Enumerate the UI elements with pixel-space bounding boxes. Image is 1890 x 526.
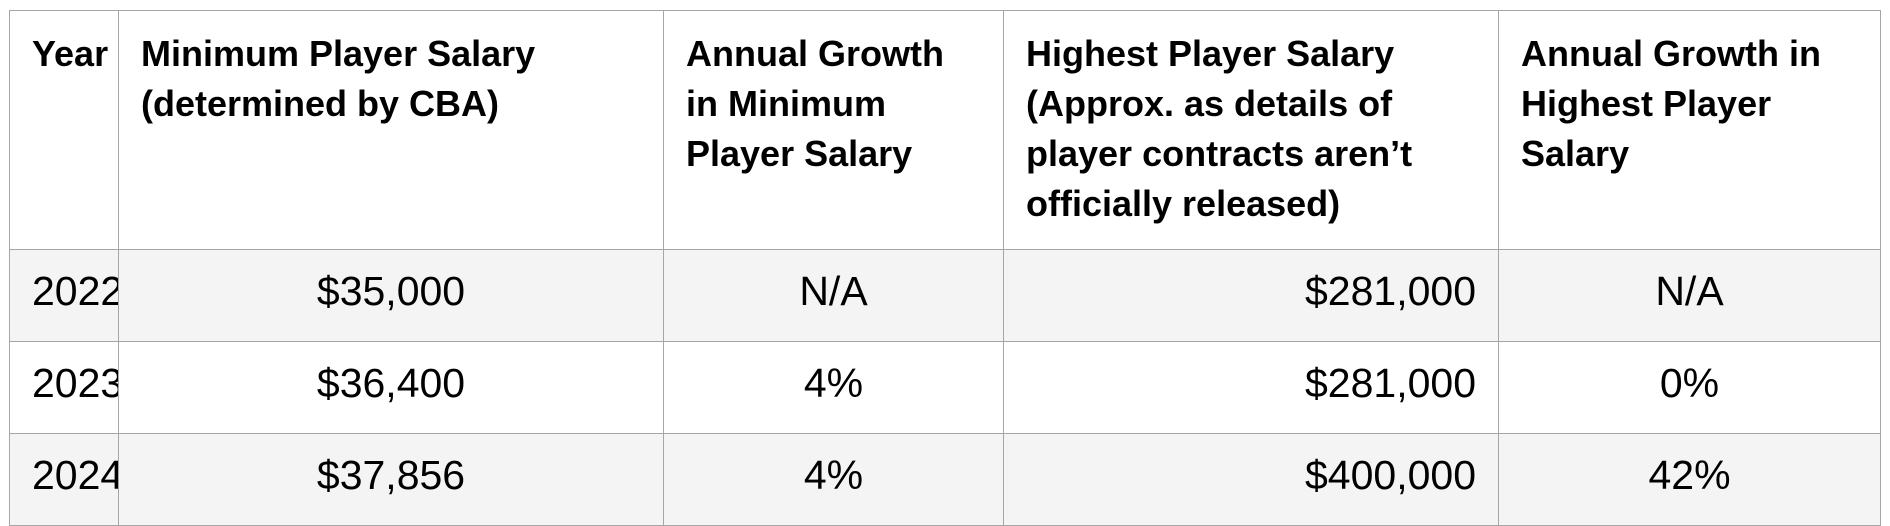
cell-2023-highest-growth: 0% (1498, 341, 1881, 434)
cell-2023-highest-salary: $281,000 (1003, 341, 1499, 434)
column-header-minimum-growth: Annual Growth in Minimum Player Salary (663, 10, 1004, 250)
player-salary-table: Year Minimum Player Salary (determined b… (9, 10, 1881, 526)
header-row: Year Minimum Player Salary (determined b… (9, 10, 1881, 250)
cell-2024-year: 2024 (9, 433, 119, 526)
cell-2022-minimum-growth: N/A (663, 249, 1004, 342)
cell-2022-year: 2022 (9, 249, 119, 342)
cell-2023-minimum-salary: $36,400 (118, 341, 664, 434)
cell-2024-minimum-salary: $37,856 (118, 433, 664, 526)
cell-2022-minimum-salary: $35,000 (118, 249, 664, 342)
column-header-highest-salary: Highest Player Salary (Approx. as detail… (1003, 10, 1499, 250)
cell-2024-minimum-growth: 4% (663, 433, 1004, 526)
table-row-2023: 2023 $36,400 4% $281,000 0% (9, 341, 1881, 434)
column-header-highest-growth: Annual Growth in Highest Player Salary (1498, 10, 1881, 250)
column-header-year: Year (9, 10, 119, 250)
cell-2022-highest-salary: $281,000 (1003, 249, 1499, 342)
table-row-2024: 2024 $37,856 4% $400,000 42% (9, 433, 1881, 526)
table-row-2022: 2022 $35,000 N/A $281,000 N/A (9, 249, 1881, 342)
cell-2024-highest-growth: 42% (1498, 433, 1881, 526)
column-header-minimum-salary: Minimum Player Salary (determined by CBA… (118, 10, 664, 250)
cell-2023-year: 2023 (9, 341, 119, 434)
cell-2022-highest-growth: N/A (1498, 249, 1881, 342)
cell-2023-minimum-growth: 4% (663, 341, 1004, 434)
cell-2024-highest-salary: $400,000 (1003, 433, 1499, 526)
